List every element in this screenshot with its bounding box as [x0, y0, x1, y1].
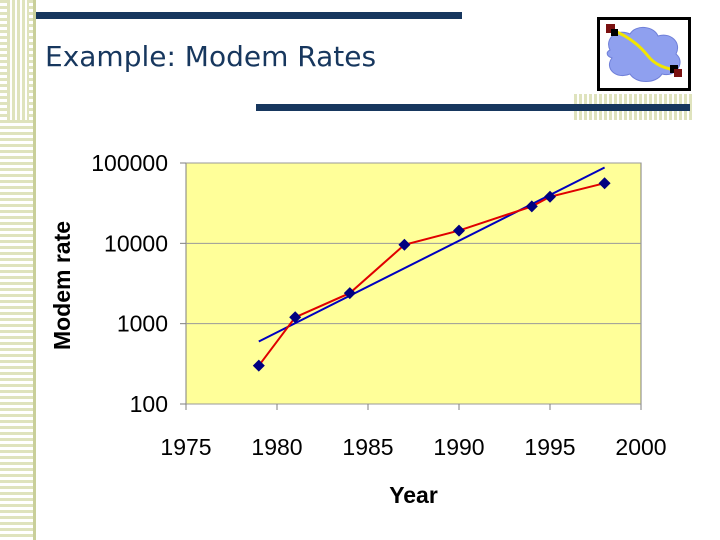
data-point-marker: [598, 177, 611, 190]
title-underline-rule: [256, 104, 690, 111]
data-point-marker: [525, 200, 538, 213]
x-tick-label: 1980: [251, 434, 302, 460]
y-tick-label: 1000: [117, 311, 168, 337]
left-bar-pattern: [7, 0, 29, 120]
grid-lines: [180, 162, 641, 405]
y-tick-label: 100000: [91, 150, 168, 176]
x-tick-label: 1995: [524, 434, 575, 460]
series-layer: [252, 166, 611, 372]
x-tick-label: 1975: [160, 434, 211, 460]
data-point-marker: [343, 287, 356, 300]
y-tick-label: 100: [130, 391, 168, 417]
x-tick-marks: [185, 404, 642, 410]
data-point-marker: [252, 359, 265, 372]
plot-area: [185, 162, 642, 405]
x-tick-label: 1990: [433, 434, 484, 460]
y-tick-labels: 100 1000 10000 100000: [91, 150, 168, 417]
data-point-marker: [398, 238, 411, 251]
data-point-marker: [453, 224, 465, 237]
y-axis-label: Modem rate: [49, 221, 75, 350]
slide-title: Example: Modem Rates: [45, 40, 377, 73]
x-tick-label: 2000: [615, 434, 666, 460]
x-tick-label: 1985: [342, 434, 393, 460]
network-cloud-logo-icon: [597, 17, 691, 91]
x-tick-labels: 1975 1980 1985 1990 1995 2000: [160, 434, 666, 460]
top-rule: [36, 12, 462, 19]
data-point-marker: [289, 311, 302, 324]
left-decorative-bar: [0, 0, 36, 540]
x-axis-label: Year: [389, 482, 438, 508]
y-tick-label: 10000: [104, 230, 168, 256]
data-point-marker: [544, 190, 556, 203]
logo-graphic: [606, 24, 682, 82]
left-bar-edge: [33, 0, 36, 540]
